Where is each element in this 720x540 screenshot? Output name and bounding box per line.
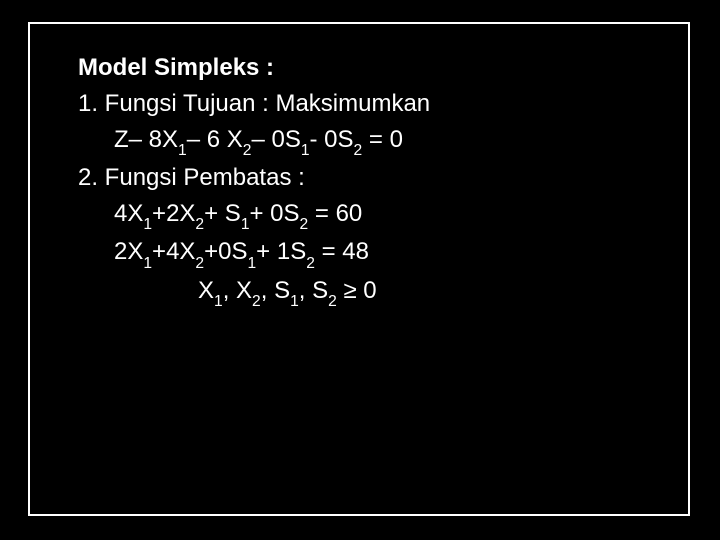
sub: 1 <box>290 293 299 310</box>
sub: 2 <box>354 142 363 159</box>
txt: , S <box>261 277 290 304</box>
sub: 1 <box>247 255 256 272</box>
txt: + S <box>204 200 241 227</box>
txt: ≥ 0 <box>337 277 377 304</box>
sub: 2 <box>252 293 261 310</box>
txt: Z– 8X <box>114 126 178 153</box>
line-objective: 1. Fungsi Tujuan : Maksimumkan <box>78 86 430 122</box>
sub: 1 <box>143 216 152 233</box>
line-objective-eq: Z– 8X1– 6 X2– 0S1- 0S2 = 0 <box>78 122 430 160</box>
title: Model Simpleks : <box>78 50 430 86</box>
txt: +0S <box>204 238 247 265</box>
sub: 2 <box>243 142 252 159</box>
line-constraint-1: 4X1+2X2+ S1+ 0S2 = 60 <box>78 196 430 234</box>
sub: 2 <box>195 255 204 272</box>
txt: – 0S <box>251 126 300 153</box>
txt: , X <box>223 277 252 304</box>
sub: 1 <box>214 293 223 310</box>
sub: 1 <box>301 142 310 159</box>
txt: - 0S <box>310 126 354 153</box>
txt: 4X <box>114 200 143 227</box>
sub: 1 <box>241 216 250 233</box>
txt: X <box>198 277 214 304</box>
line-constraint-2: 2X1+4X2+0S1+ 1S2 = 48 <box>78 234 430 272</box>
txt: +4X <box>152 238 195 265</box>
txt: + 1S <box>256 238 306 265</box>
sub: 1 <box>143 255 152 272</box>
txt: + 0S <box>250 200 300 227</box>
txt: 2X <box>114 238 143 265</box>
slide-content: Model Simpleks : 1. Fungsi Tujuan : Maks… <box>78 50 430 311</box>
txt: +2X <box>152 200 195 227</box>
sub: 1 <box>178 142 187 159</box>
txt: = 0 <box>362 126 403 153</box>
sub: 2 <box>300 216 309 233</box>
txt: = 48 <box>315 238 369 265</box>
txt: = 60 <box>308 200 362 227</box>
line-nonneg: X1, X2, S1, S2 ≥ 0 <box>78 273 430 311</box>
txt: , S <box>299 277 328 304</box>
sub: 2 <box>306 255 315 272</box>
sub: 2 <box>328 293 337 310</box>
line-constraints: 2. Fungsi Pembatas : <box>78 160 430 196</box>
txt: – 6 X <box>187 126 243 153</box>
sub: 2 <box>195 216 204 233</box>
